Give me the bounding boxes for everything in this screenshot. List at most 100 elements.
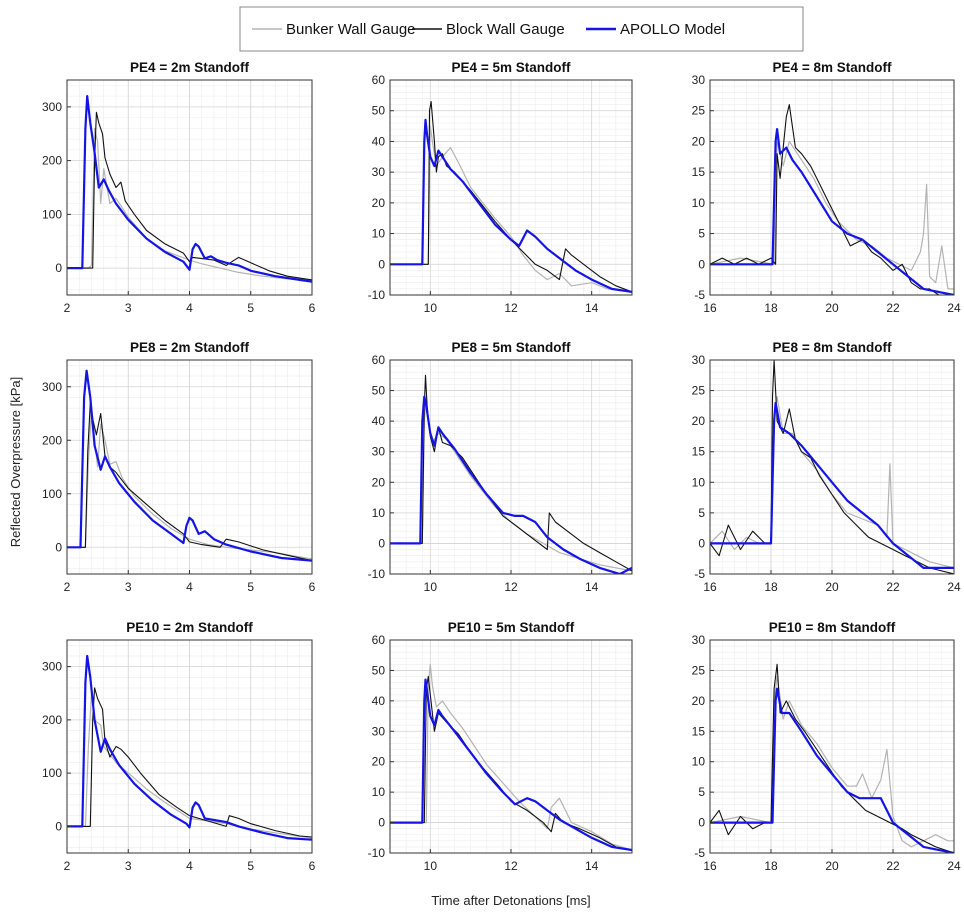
y-tick-label: 15: [692, 165, 706, 179]
y-tick-label: -5: [694, 288, 705, 302]
y-tick-label: 20: [372, 196, 386, 210]
panel-pe4-5m-standoff: 10 12 14 -10 0 10 20 30 40 50 60 PE4 = 5m Standoff: [368, 60, 633, 315]
series-line-bunker-wall-gauge: [390, 663, 632, 851]
x-tick-label: 22: [886, 859, 900, 873]
y-tick-label: -10: [368, 846, 386, 860]
y-tick-label: 50: [372, 663, 386, 677]
x-tick-label: 2: [64, 580, 71, 594]
series-line-bunker-wall-gauge: [67, 127, 312, 281]
x-tick-label: 6: [309, 301, 316, 315]
x-tick-label: 18: [764, 580, 778, 594]
y-tick-label: -5: [694, 567, 705, 581]
x-tick-label: 10: [424, 859, 438, 873]
grid: [709, 639, 955, 854]
x-tick-label: 10: [424, 301, 438, 315]
y-tick-label: -10: [368, 288, 386, 302]
panel-title: PE4 = 5m Standoff: [452, 60, 571, 75]
x-tick-label: 5: [247, 580, 254, 594]
x-tick-label: 6: [309, 580, 316, 594]
y-tick-label: 15: [692, 445, 706, 459]
y-tick-label: 60: [372, 353, 386, 367]
y-tick-label: 25: [692, 663, 706, 677]
y-tick-label: 25: [692, 384, 706, 398]
x-tick-label: 18: [764, 301, 778, 315]
x-tick-label: 20: [825, 301, 839, 315]
y-tick-label: 300: [42, 100, 62, 114]
y-tick-label: 60: [372, 633, 386, 647]
legend-entry-bunker-wall-gauge: Bunker Wall Gauge: [286, 21, 416, 38]
y-tick-label: 200: [42, 154, 62, 168]
series-line-apollo-model: [390, 678, 632, 852]
panel-pe8-5m-standoff: 10 12 14 -10 0 10 20 30 40 50 60 PE8 = 5m Standoff: [368, 340, 633, 594]
y-tick-label: 0: [378, 257, 385, 271]
x-tick-label: 3: [125, 301, 132, 315]
x-tick-label: 24: [947, 580, 961, 594]
y-tick-label: 30: [372, 165, 386, 179]
y-tick-label: 0: [698, 536, 705, 550]
y-tick-label: 30: [692, 73, 706, 87]
x-tick-label: 12: [504, 301, 518, 315]
y-tick-label: 20: [372, 755, 386, 769]
y-tick-label: 5: [698, 506, 705, 520]
x-tick-label: 14: [585, 580, 599, 594]
x-tick-label: 14: [585, 301, 599, 315]
legend: Bunker Wall Gauge Block Wall Gauge APOLLO …: [239, 6, 804, 52]
y-tick-label: 30: [372, 724, 386, 738]
legend-entry-block-wall-gauge: Block Wall Gauge: [446, 21, 565, 38]
y-tick-label: 40: [372, 694, 386, 708]
y-tick-label: 10: [692, 475, 706, 489]
series-line-block-wall-gauge: [67, 111, 312, 281]
x-tick-label: 2: [64, 301, 71, 315]
y-axis-label: Reflected Overpressure [kPa]: [8, 377, 23, 548]
y-tick-label: 0: [55, 540, 62, 554]
x-tick-label: 20: [825, 859, 839, 873]
panel-title: PE10 = 8m Standoff: [769, 620, 896, 635]
x-tick-label: 2: [64, 859, 71, 873]
series-line-apollo-model: [710, 128, 954, 295]
x-tick-label: 3: [125, 580, 132, 594]
y-tick-label: 30: [692, 353, 706, 367]
x-tick-label: 5: [247, 859, 254, 873]
series-line-block-wall-gauge: [390, 100, 632, 293]
x-tick-label: 12: [504, 580, 518, 594]
x-axis-label: Time after Detonations [ms]: [431, 893, 590, 908]
panel-pe8-2m-standoff: 2 3 4 5 6 0 100 200 300 PE8 = 2m Standoff: [42, 340, 316, 594]
panel-title: PE8 = 2m Standoff: [130, 340, 249, 355]
series-line-apollo-model: [710, 687, 954, 853]
y-tick-label: 25: [692, 104, 706, 118]
x-tick-label: 24: [947, 859, 961, 873]
y-tick-label: 60: [372, 73, 386, 87]
x-tick-label: 22: [886, 580, 900, 594]
y-tick-label: 100: [42, 207, 62, 221]
y-tick-label: 0: [698, 257, 705, 271]
x-tick-label: 24: [947, 301, 961, 315]
y-tick-label: 50: [372, 384, 386, 398]
panel-title: PE4 = 2m Standoff: [130, 60, 249, 75]
panel-title: PE4 = 8m Standoff: [773, 60, 892, 75]
y-tick-label: 15: [692, 724, 706, 738]
y-tick-label: 300: [42, 660, 62, 674]
y-tick-label: 10: [372, 227, 386, 241]
x-tick-label: 4: [186, 859, 193, 873]
x-tick-label: 14: [585, 859, 599, 873]
panel-pe8-8m-standoff: 16 18 20 22 24 -5 0 5 10 15 20 25 30 PE8 = 8m Standof…: [692, 340, 961, 594]
y-tick-label: 0: [55, 261, 62, 275]
y-tick-label: 0: [55, 819, 62, 833]
y-tick-label: 200: [42, 713, 62, 727]
series-line-apollo-model: [67, 654, 312, 841]
series-line-block-wall-gauge: [710, 104, 954, 295]
series-line-apollo-model: [67, 95, 312, 283]
series-line-apollo-model: [390, 118, 632, 293]
y-tick-label: 0: [378, 536, 385, 550]
y-tick-label: 10: [692, 755, 706, 769]
y-tick-label: 20: [372, 475, 386, 489]
x-tick-label: 4: [186, 580, 193, 594]
legend-box: [239, 6, 804, 52]
panel-pe10-2m-standoff: 2 3 4 5 6 0 100 200 300 PE10 = 2m Standoff: [42, 620, 316, 873]
x-tick-label: 16: [703, 580, 717, 594]
x-tick-label: 16: [703, 301, 717, 315]
x-tick-label: 3: [125, 859, 132, 873]
x-tick-label: 12: [504, 859, 518, 873]
